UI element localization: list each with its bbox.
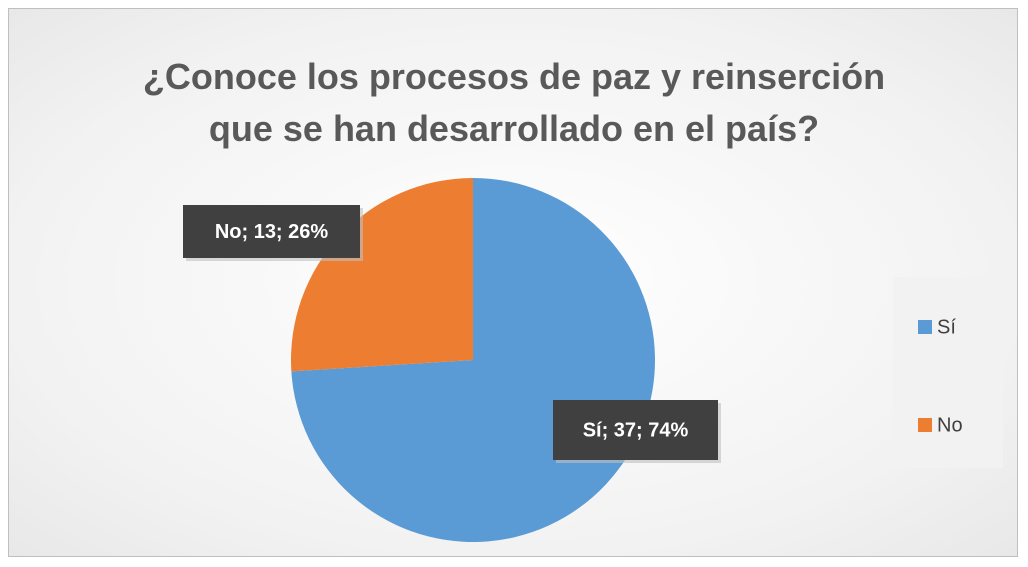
data-label-box	[183, 205, 360, 258]
data-label: Sí; 37; 74%	[583, 419, 689, 441]
legend-label: Sí	[937, 316, 956, 338]
data-label: No; 13; 26%	[215, 221, 329, 243]
chart-title: ¿Conoce los procesos de paz y reinserció…	[142, 56, 886, 150]
data-label-box	[553, 400, 718, 460]
legend-label: No	[937, 414, 963, 436]
legend-swatch	[918, 320, 932, 334]
legend-box	[893, 277, 1003, 468]
pie-slice	[291, 178, 473, 372]
legend-swatch	[918, 418, 932, 432]
